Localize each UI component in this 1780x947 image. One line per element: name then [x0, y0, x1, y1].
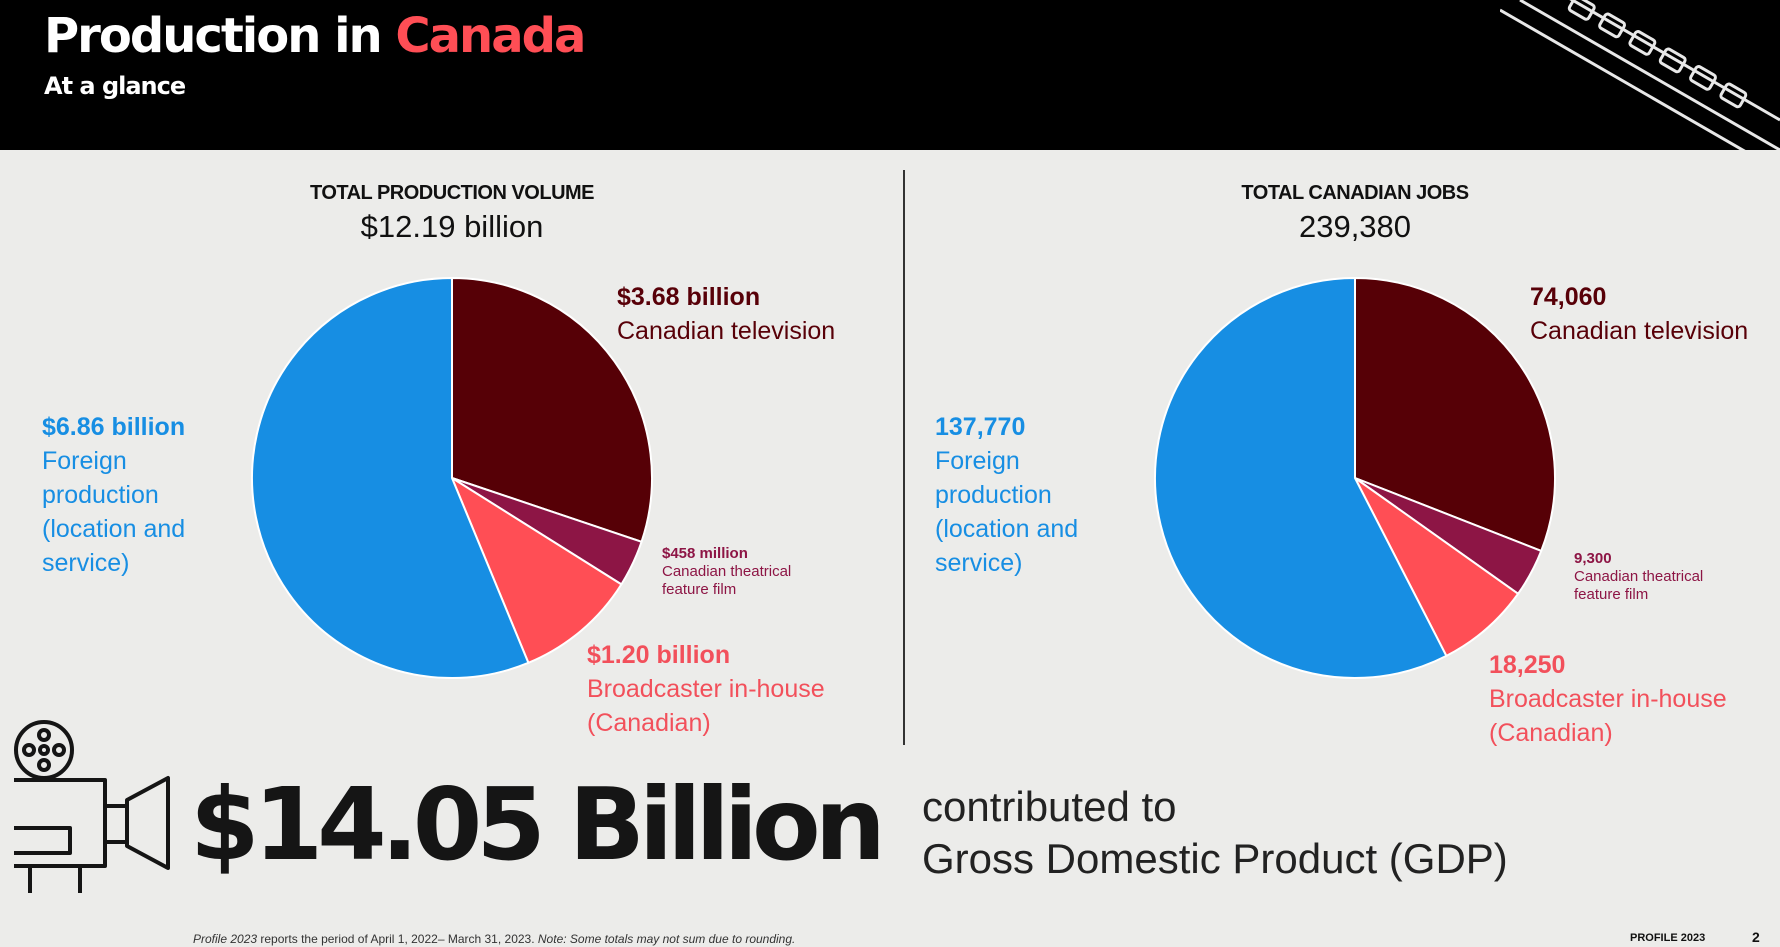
jobs-film-callout: 9,300 Canadian theatrical feature film	[1574, 550, 1754, 604]
gdp-line-2: Gross Domestic Product (GDP)	[922, 835, 1508, 882]
volume-film-label: Canadian theatrical feature film	[662, 563, 792, 598]
pie-slice-canadian-tv	[1354, 276, 1556, 553]
panel-divider	[903, 170, 905, 745]
footnote-rounding-note: Note: Some totals may not sum due to rou…	[537, 932, 796, 946]
volume-film-value: $458 million	[662, 545, 748, 562]
volume-broadcaster-callout: $1.20 billion Broadcaster in-house (Cana…	[587, 638, 857, 740]
jobs-broadcaster-label: Broadcaster in-house (Canadian)	[1489, 685, 1727, 747]
jobs-total: 239,380	[1298, 209, 1412, 244]
jobs-film-label: Canadian theatrical feature film	[1574, 568, 1704, 603]
volume-broadcaster-value: $1.20 billion	[587, 641, 731, 669]
volume-tv-value: $3.68 billion	[617, 283, 761, 311]
footnote: Profile 2023 reports the period of April…	[193, 932, 795, 946]
pie-slice-broadcaster	[1354, 477, 1520, 658]
jobs-film-value: 9,300	[1574, 550, 1612, 567]
gdp-amount: $14.05 Billion	[190, 766, 886, 883]
production-volume-pie	[251, 276, 653, 679]
volume-title: TOTAL PRODUCTION VOLUME	[309, 182, 595, 204]
page-subtitle: At a glance	[44, 72, 186, 100]
footer-brand: PROFILE 2023	[1630, 932, 1706, 944]
jobs-foreign-callout: 137,770 Foreign production (location and…	[935, 410, 1110, 580]
volume-film-callout: $458 million Canadian theatrical feature…	[662, 545, 842, 599]
pie-slice-canadian-tv	[451, 276, 653, 544]
movie-camera-icon	[14, 720, 170, 893]
volume-total: $12.19 billion	[360, 209, 544, 244]
jobs-foreign-label: Foreign production (location and service…	[935, 447, 1079, 577]
jobs-tv-callout: 74,060 Canadian television	[1530, 280, 1748, 348]
jobs-tv-label: Canadian television	[1530, 317, 1749, 345]
jobs-broadcaster-value: 18,250	[1489, 651, 1566, 679]
gdp-line-1: contributed to	[922, 783, 1177, 830]
volume-foreign-label: Foreign production (location and service…	[42, 447, 186, 577]
page-number: 2	[1752, 929, 1760, 945]
jobs-broadcaster-callout: 18,250 Broadcaster in-house (Canadian)	[1489, 648, 1759, 750]
jobs-foreign-value: 137,770	[935, 413, 1026, 441]
pie-slice-broadcaster	[449, 475, 623, 665]
volume-heading: TOTAL PRODUCTION VOLUME $12.19 billion	[252, 182, 652, 245]
volume-tv-label: Canadian television	[617, 317, 836, 345]
film-strip-decoration	[1500, 0, 1780, 150]
page-title: Production in Canada	[44, 8, 586, 64]
jobs-heading: TOTAL CANADIAN JOBS 239,380	[1155, 182, 1555, 245]
title-part-1: Production in	[44, 8, 383, 64]
pie-slice-foreign	[251, 276, 530, 679]
title-part-2: Canada	[395, 8, 586, 64]
volume-foreign-value: $6.86 billion	[42, 413, 186, 441]
volume-foreign-callout: $6.86 billion Foreign production (locati…	[42, 410, 217, 580]
header-band: Production in Canada At a glance	[0, 0, 1780, 150]
volume-tv-callout: $3.68 billion Canadian television	[617, 280, 835, 348]
canadian-jobs-pie	[1154, 276, 1556, 679]
footnote-period: reports the period of April 1, 2022– Mar…	[257, 932, 538, 946]
jobs-tv-value: 74,060	[1530, 283, 1607, 311]
pie-slice-foreign	[1154, 276, 1448, 679]
volume-broadcaster-label: Broadcaster in-house (Canadian)	[587, 675, 825, 737]
jobs-title: TOTAL CANADIAN JOBS	[1241, 182, 1469, 204]
footnote-report-name: Profile 2023	[193, 932, 258, 946]
